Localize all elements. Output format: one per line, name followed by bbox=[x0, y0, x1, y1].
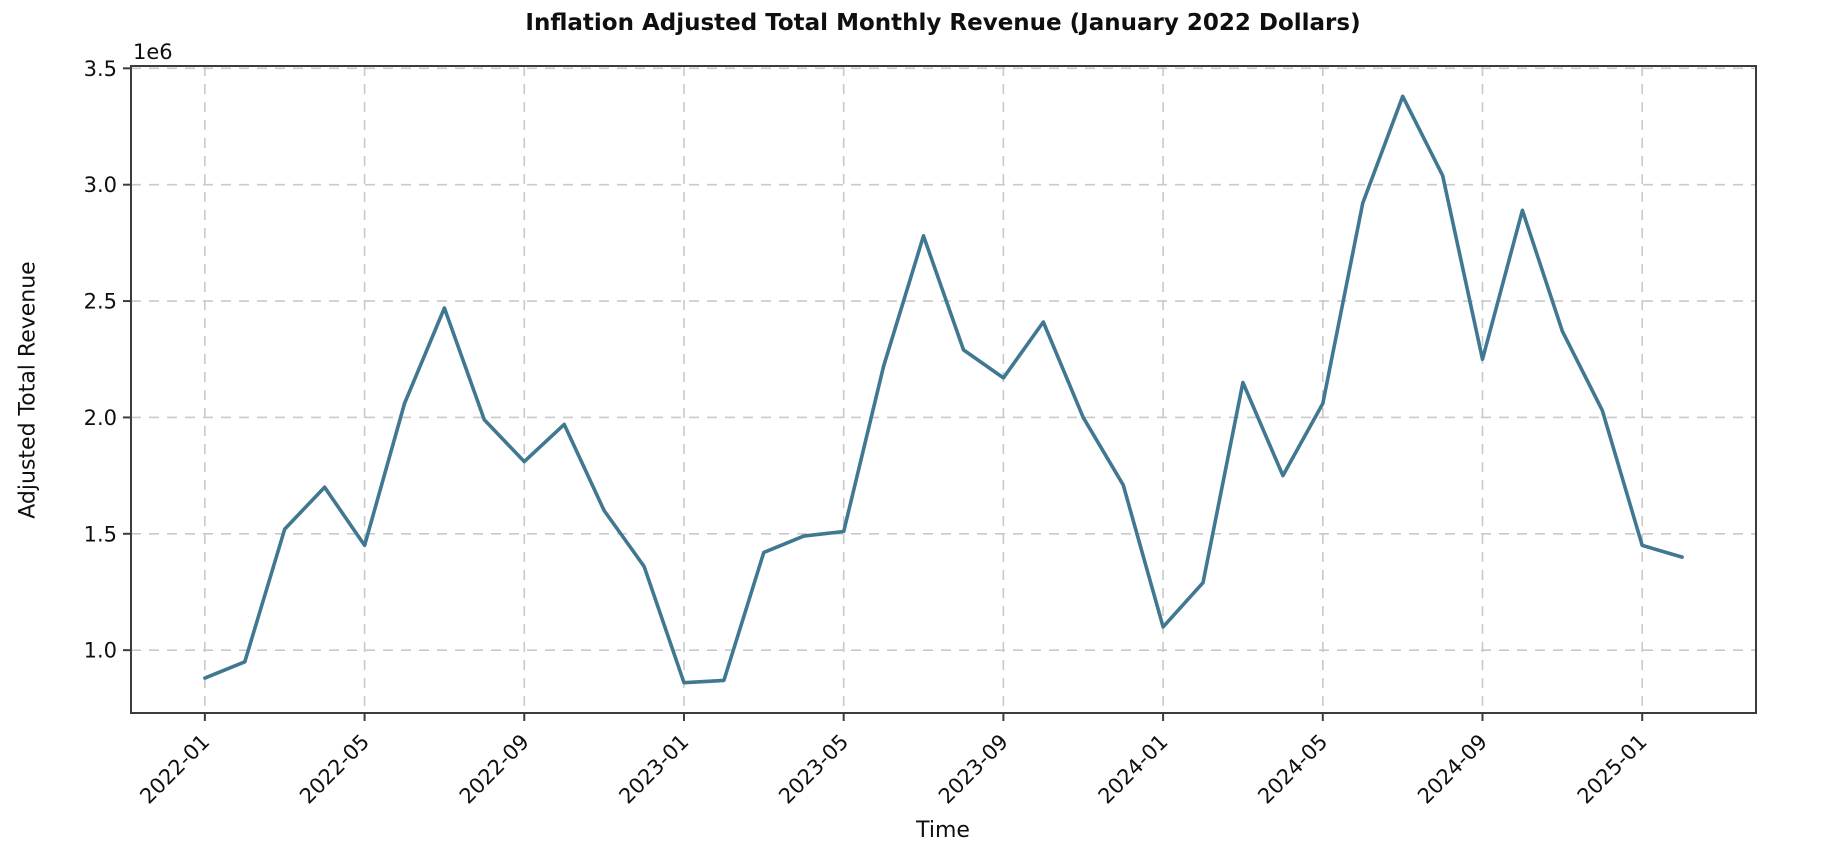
y-tick-label: 2.5 bbox=[84, 290, 117, 314]
y-tick-label: 1.0 bbox=[84, 639, 117, 663]
x-tick-label: 2023-01 bbox=[614, 730, 693, 809]
y-axis-offset-text: 1e6 bbox=[133, 40, 173, 64]
x-tick-label: 2022-09 bbox=[455, 730, 534, 809]
x-tick-label: 2023-09 bbox=[934, 730, 1013, 809]
x-tick-label: 2024-09 bbox=[1413, 730, 1492, 809]
y-tick-label: 3.0 bbox=[84, 173, 117, 197]
x-axis-label: Time bbox=[916, 818, 970, 843]
y-tick-label: 1.5 bbox=[84, 522, 117, 546]
x-tick-label: 2022-01 bbox=[135, 730, 214, 809]
y-tick-label: 3.5 bbox=[84, 57, 117, 81]
x-tick-label: 2024-01 bbox=[1094, 730, 1173, 809]
revenue-line-series bbox=[203, 94, 1684, 685]
x-tick-label: 2022-05 bbox=[295, 730, 374, 809]
axes-box bbox=[130, 65, 1757, 714]
chart-title: Inflation Adjusted Total Monthly Revenue… bbox=[525, 10, 1361, 36]
x-tick-label: 2024-05 bbox=[1253, 730, 1332, 809]
x-tick-label: 2025-01 bbox=[1573, 730, 1652, 809]
x-tick-label: 2023-05 bbox=[774, 730, 853, 809]
y-tick-label: 2.0 bbox=[84, 406, 117, 430]
y-axis-label: Adjusted Total Revenue bbox=[15, 261, 41, 519]
